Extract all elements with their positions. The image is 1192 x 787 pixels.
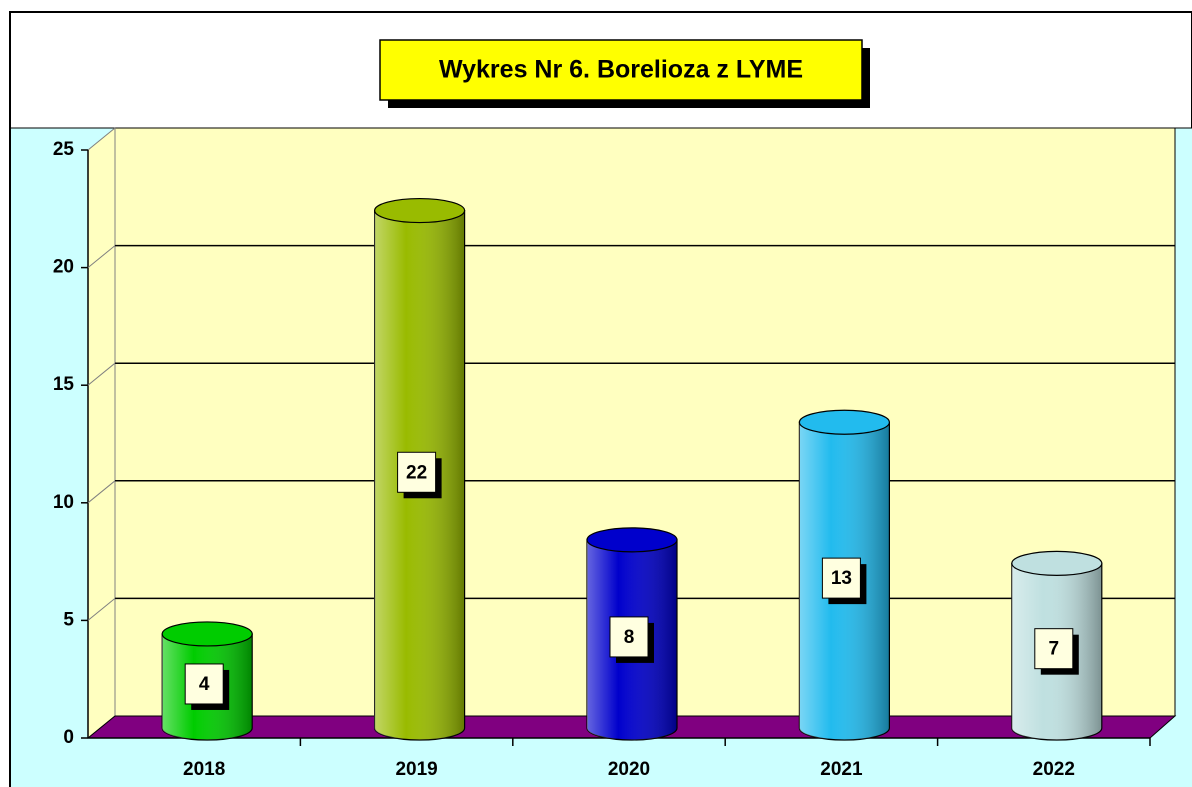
cylinder-top: [586, 527, 678, 553]
label-box: [184, 663, 224, 705]
label-box: [609, 616, 649, 658]
x-tick-label: 2018: [183, 759, 225, 780]
x-tick-label: 2020: [608, 759, 650, 780]
x-tick-label: 2022: [1033, 759, 1075, 780]
x-tick-label: 2019: [395, 759, 437, 780]
cylinder-top: [161, 621, 253, 647]
grid-line-side: [87, 245, 116, 268]
cylinder-top: [798, 409, 891, 435]
grid-line-side: [87, 362, 116, 386]
grid-line-side: [87, 598, 116, 621]
data-label: 7: [1049, 639, 1060, 660]
y-tick-label: 5: [63, 609, 74, 630]
side-wall: [87, 126, 116, 740]
data-label: 13: [831, 568, 852, 589]
data-label: 4: [199, 674, 210, 695]
chart-title: Wykres Nr 6. Borelioza z LYME: [439, 56, 803, 84]
label-box: [821, 557, 861, 599]
title-box: [379, 39, 863, 101]
x-tick-label: 2021: [820, 759, 863, 780]
data-label: 8: [624, 627, 635, 648]
y-tick-label: 10: [53, 492, 74, 513]
grid-line-side: [87, 480, 116, 504]
data-label: 22: [406, 462, 427, 483]
cylinder-top: [374, 197, 466, 224]
y-tick-label: 20: [53, 257, 74, 278]
label-box: [1034, 628, 1074, 670]
y-tick-label: 0: [63, 727, 74, 748]
cylinder-top: [1011, 550, 1103, 576]
label-box: [397, 451, 437, 493]
y-tick-label: 25: [53, 139, 75, 160]
y-tick-label: 15: [53, 374, 75, 395]
